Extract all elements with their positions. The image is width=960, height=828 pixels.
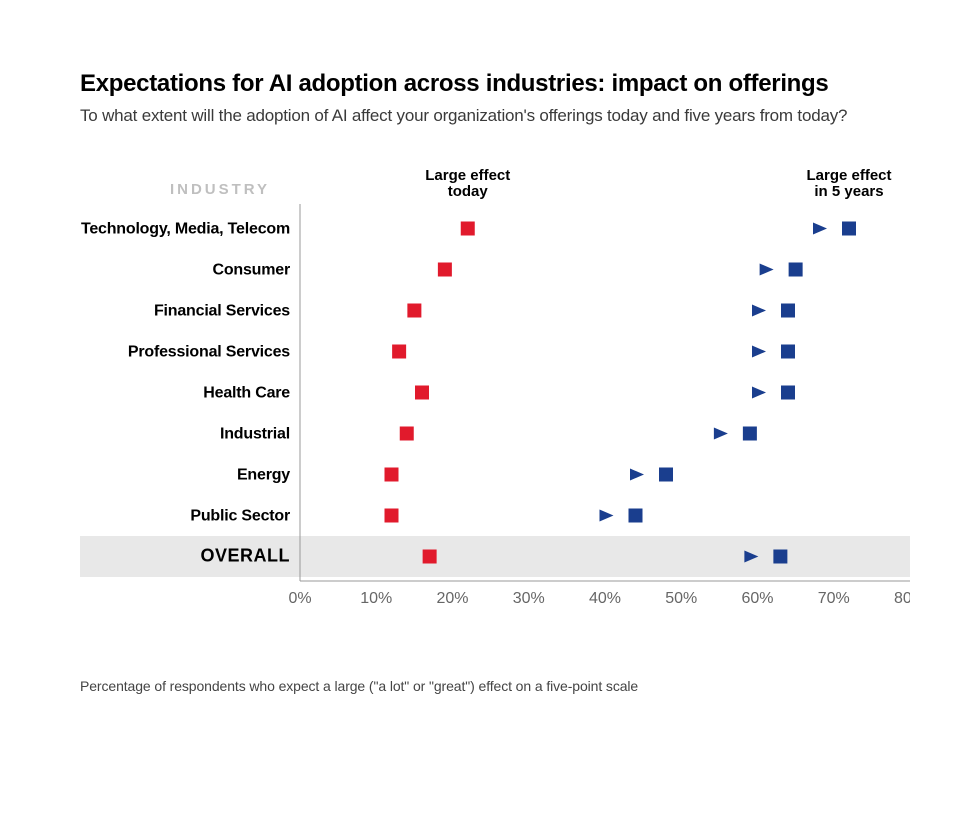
chart-footnote: Percentage of respondents who expect a l…: [80, 678, 910, 694]
marker-today: [400, 427, 414, 441]
marker-today: [438, 263, 452, 277]
marker-future: [629, 509, 643, 523]
arrow-head-icon: [813, 223, 827, 235]
arrow-head-icon: [752, 346, 766, 358]
marker-today: [423, 550, 437, 564]
chart-title: Expectations for AI adoption across indu…: [80, 70, 910, 98]
header-today: Large effecttoday: [425, 167, 510, 200]
arrow-head-icon: [600, 510, 614, 522]
marker-today: [385, 468, 399, 482]
x-tick-label: 50%: [665, 590, 697, 607]
row-label: Industrial: [220, 426, 290, 443]
marker-future: [789, 263, 803, 277]
x-tick-label: 40%: [589, 590, 621, 607]
x-tick-label: 20%: [436, 590, 468, 607]
x-tick-label: 80%: [894, 590, 910, 607]
industry-header: INDUSTRY: [170, 181, 270, 198]
marker-today: [392, 345, 406, 359]
marker-future: [773, 550, 787, 564]
chart-subtitle: To what extent will the adoption of AI a…: [80, 106, 910, 126]
x-tick-label: 0%: [288, 590, 311, 607]
header-future: Large effectin 5 years: [806, 167, 891, 200]
marker-future: [842, 222, 856, 236]
x-tick-label: 10%: [360, 590, 392, 607]
arrow-head-icon: [752, 305, 766, 317]
row-label: Technology, Media, Telecom: [81, 221, 290, 238]
marker-future: [743, 427, 757, 441]
x-tick-label: 70%: [818, 590, 850, 607]
x-tick-label: 30%: [513, 590, 545, 607]
marker-today: [461, 222, 475, 236]
marker-today: [407, 304, 421, 318]
marker-today: [385, 509, 399, 523]
marker-future: [781, 386, 795, 400]
marker-future: [781, 304, 795, 318]
arrow-head-icon: [752, 387, 766, 399]
marker-future: [781, 345, 795, 359]
arrow-head-icon: [760, 264, 774, 276]
row-label: Financial Services: [154, 303, 290, 320]
marker-today: [415, 386, 429, 400]
arrow-head-icon: [714, 428, 728, 440]
arrow-head-icon: [630, 469, 644, 481]
row-label: Public Sector: [190, 508, 290, 525]
x-tick-label: 60%: [741, 590, 773, 607]
row-label: Consumer: [212, 262, 290, 279]
row-label: Health Care: [203, 385, 290, 402]
dumbbell-chart: INDUSTRY Large effecttoday Large effectin …: [80, 166, 910, 646]
row-label: Energy: [237, 467, 290, 484]
row-label: Professional Services: [128, 344, 290, 361]
marker-future: [659, 468, 673, 482]
row-label: OVERALL: [200, 546, 290, 566]
